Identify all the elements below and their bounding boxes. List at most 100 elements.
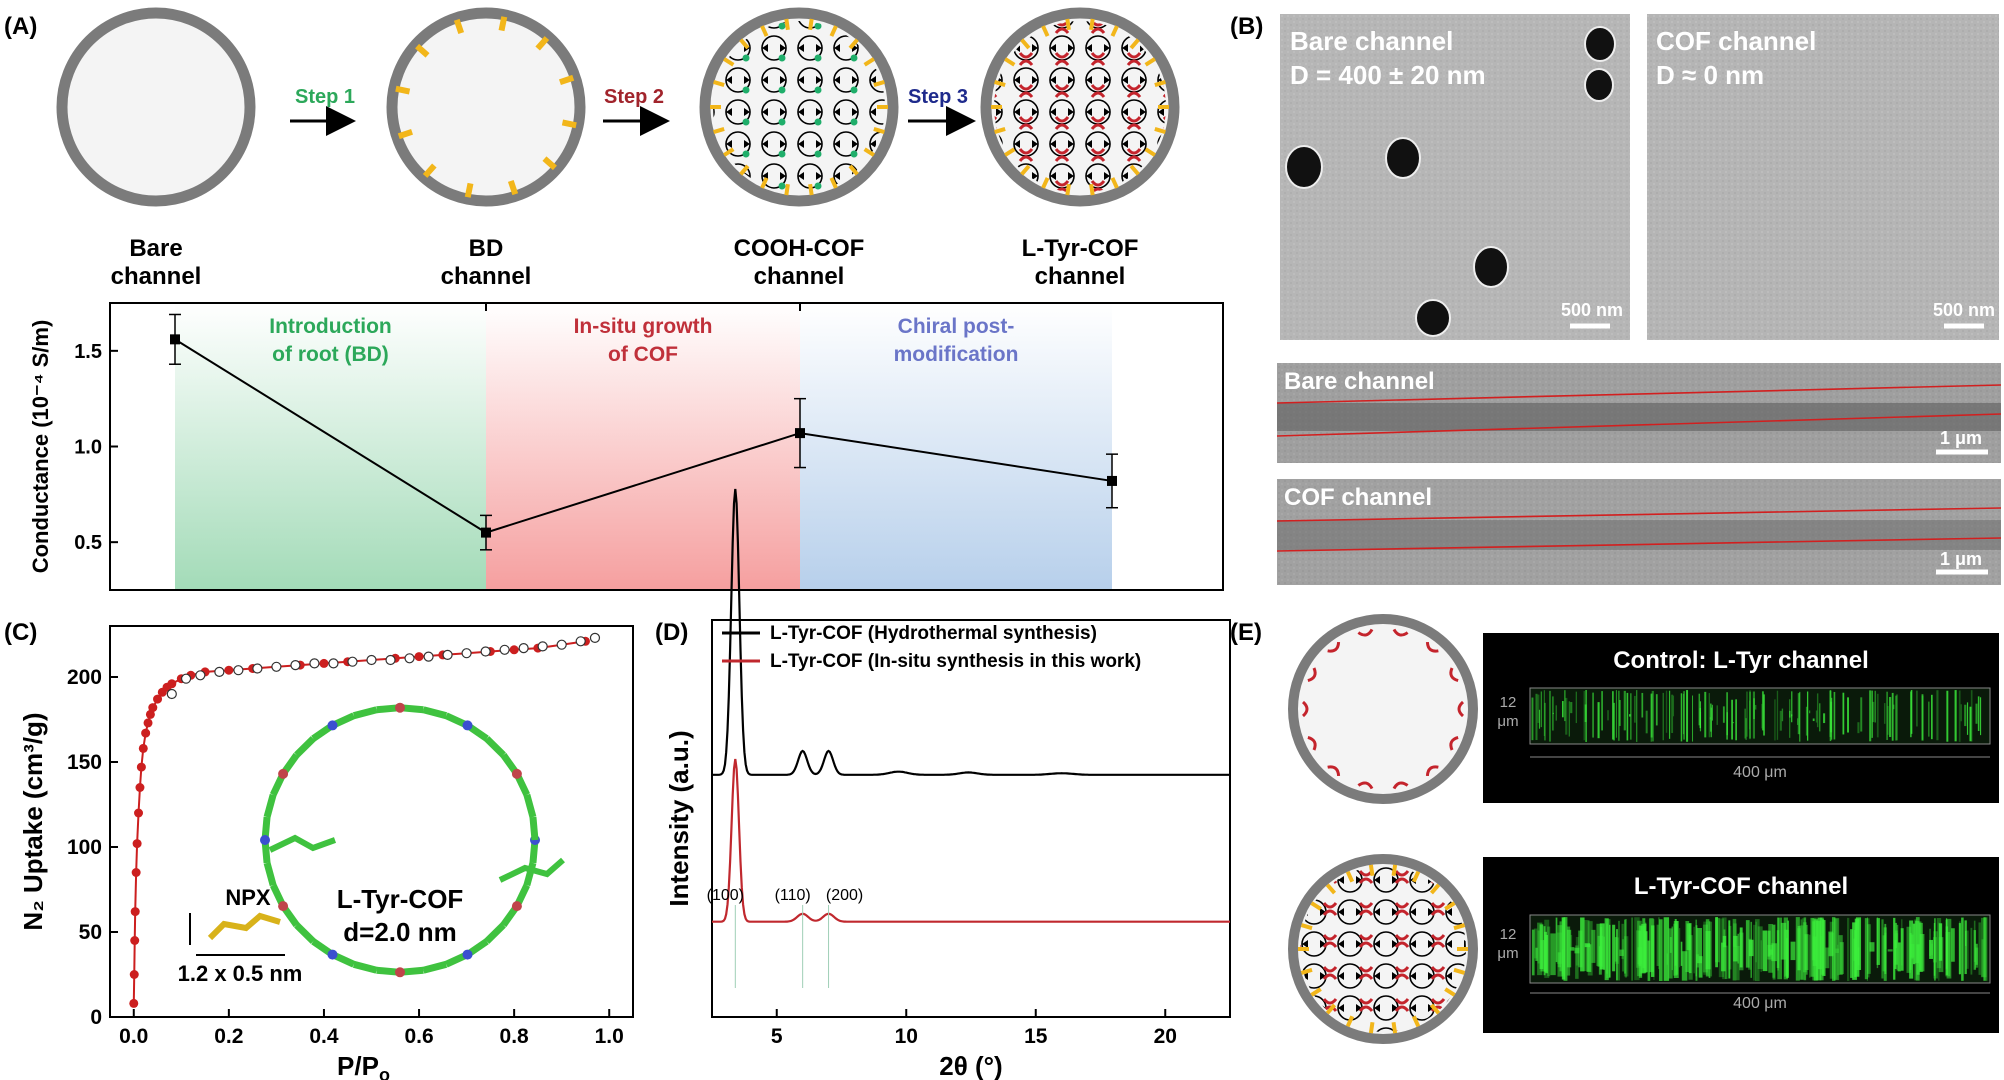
cof-bond (529, 816, 539, 841)
tyr-site (1056, 221, 1068, 225)
confocal-control-image: Control: L-Tyr channel 12 μm 400 μm (1483, 633, 1999, 803)
anchor-mark (1345, 1015, 1355, 1028)
tyr-site (1018, 155, 1034, 162)
anchor-mark (848, 164, 859, 176)
tyr-site (1430, 902, 1446, 909)
tyr-site (1092, 221, 1104, 225)
tyr-site (984, 213, 996, 217)
sem-bare-title: Bare channel (1290, 26, 1453, 56)
desorption-point (499, 644, 510, 655)
region-label: of root (BD) (272, 343, 389, 366)
anchor-mark (873, 80, 885, 87)
anchor-mark (784, 18, 790, 31)
anchor-mark (1089, 183, 1095, 196)
tyr-site (1394, 998, 1410, 1005)
desorption-point (166, 688, 177, 700)
legend-entry: L-Tyr-COF (In-situ synthesis in this wor… (770, 651, 1141, 672)
npx-label: NPX (225, 885, 271, 910)
anchor-mark (760, 177, 769, 189)
region-label: Introduction (269, 315, 391, 338)
tyr-site (1430, 941, 1446, 948)
tyr-site (994, 27, 998, 34)
anchor-mark (994, 80, 1006, 87)
cof-atom (260, 835, 270, 845)
cooh-cof-label-1: COOH-COF (734, 235, 865, 262)
l-tyr-channel-icon (1288, 614, 1478, 804)
bd-channel-label-1: BD (469, 235, 504, 262)
pxrd-chart: 5 10 15 20 2θ (°) Intensity (a.u.) L-Tyr-COF (… (664, 488, 1231, 1080)
tyr-site (1322, 973, 1338, 980)
pore (1285, 145, 1323, 189)
cooh-site (778, 54, 786, 62)
tyr-site (1018, 59, 1034, 66)
anchor-mark (829, 177, 838, 189)
l-tyr-cof-channel-icon (980, 7, 1180, 225)
pore (1584, 68, 1614, 102)
bd-root-mark (507, 179, 519, 196)
sem-bare-cross-section: Bare channel 1 μm (1276, 363, 2002, 463)
bare-channel-icon (56, 7, 256, 207)
cooh-site (779, 215, 786, 222)
tyr-site (1358, 998, 1374, 1005)
adsorption-point (129, 998, 139, 1008)
bd-root-mark (535, 36, 550, 51)
tyr-site (1162, 21, 1166, 27)
tyr-site (1468, 1031, 1480, 1035)
cof-atom (278, 768, 289, 779)
anchor-mark (1429, 883, 1441, 895)
isotherm-chart: 0.0 0.2 0.4 0.6 0.8 1.0 0 50 100 150 200 P/Po N₂ Upt… (18, 625, 634, 1080)
tyr-site (1126, 116, 1142, 123)
pore (1584, 26, 1616, 62)
cof-atom (395, 702, 405, 713)
anchor-mark (784, 183, 790, 196)
sem-cof-title: COF channel (1656, 26, 1816, 56)
region-label: In-situ growth (574, 315, 713, 338)
tyr-site (1054, 116, 1070, 123)
cooh-site (850, 150, 858, 158)
anchor-mark (1368, 864, 1375, 877)
sem-cof-cs-title: COF channel (1284, 484, 1432, 511)
cof-bond (263, 793, 277, 818)
tyr-site (1392, 628, 1409, 637)
bare-channel-label-1: Bare (129, 235, 182, 262)
anchor-mark (1325, 883, 1337, 895)
bd-root-mark (542, 156, 557, 171)
bd-root-mark (422, 163, 437, 178)
tyr-site (1357, 628, 1374, 637)
conductance-chart: Introduction of root (BD) In-situ growth of… (28, 302, 1224, 591)
tyr-site (1392, 781, 1409, 790)
cof-atom (462, 720, 473, 731)
y-tick-label: 0.5 (74, 532, 102, 554)
tyr-site (1307, 735, 1317, 751)
tyr-site (1090, 123, 1106, 130)
anchor-mark (1041, 25, 1050, 37)
tyr-site (1054, 180, 1070, 187)
tyr-site (1162, 52, 1166, 59)
tyr-site (1090, 52, 1106, 59)
desorption-point (518, 642, 529, 654)
data-point (1107, 475, 1117, 486)
anchor-mark (873, 127, 885, 134)
y-tick-label: 1.0 (74, 437, 102, 459)
x-tick-label: 1.0 (595, 1025, 624, 1048)
cooh-site (814, 54, 822, 62)
tyr-site (1301, 700, 1309, 718)
tyr-site (1288, 1039, 1300, 1043)
tyr-site (1430, 998, 1446, 1005)
tyr-site (1090, 155, 1106, 162)
tyr-site (1162, 187, 1166, 193)
adsorption-point (148, 703, 158, 713)
cooh-cof-channel-icon (699, 7, 899, 222)
region-label: modification (894, 343, 1019, 366)
tyr-site (1018, 84, 1034, 91)
cooh-site (814, 182, 822, 190)
tyr-site (1054, 148, 1070, 155)
anchor-mark (1411, 1015, 1421, 1028)
anchor-mark (1129, 164, 1140, 176)
tyr-site (1357, 781, 1374, 790)
data-point (170, 334, 180, 345)
tyr-site (1322, 998, 1338, 1005)
pore (1385, 137, 1421, 179)
region-label: Chiral post- (898, 315, 1015, 338)
